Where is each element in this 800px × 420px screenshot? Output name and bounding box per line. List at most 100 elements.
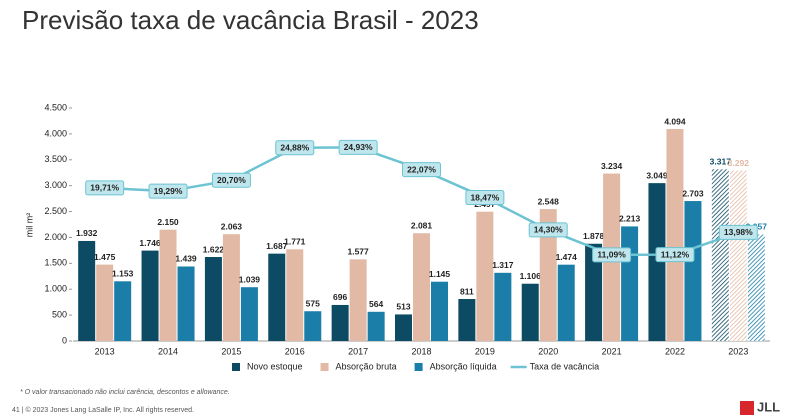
bar [521, 283, 539, 341]
bar-value-label: 1.746 [139, 238, 161, 248]
bar-value-label: 3.234 [601, 161, 623, 171]
line-value-label: 11,09% [597, 250, 626, 260]
bar [78, 240, 96, 341]
y-tick-label: 1.500 [44, 258, 67, 268]
bar-value-label: 575 [306, 298, 320, 308]
chart-title: Previsão taxa de vacância Brasil - 2023 [22, 5, 479, 35]
bar-value-label: 1.932 [76, 228, 98, 238]
bar [159, 229, 177, 341]
bar-value-label: 1.106 [520, 271, 542, 281]
bar-value-label: 1.153 [112, 269, 134, 279]
bar [286, 249, 304, 341]
line-value-label: 22,07% [407, 164, 436, 174]
line-label-box [655, 247, 695, 263]
bar-value-label: 1.474 [556, 252, 578, 262]
x-tick-label: 2021 [602, 346, 622, 356]
footnote: * O valor transacionado não inclui carên… [20, 389, 230, 396]
footer: 41 | © 2023 Jones Lang LaSalle IP, Inc. … [12, 406, 194, 414]
bar [494, 272, 512, 341]
line-label-box [211, 172, 251, 188]
y-tick-label: 3.500 [44, 154, 67, 164]
legend-label: Taxa de vacância [530, 361, 600, 371]
line-label-box [718, 224, 758, 240]
bar-value-label: 1.687 [266, 241, 288, 251]
y-axis-label: mil m² [24, 213, 34, 238]
bar [666, 129, 684, 341]
bar-value-label: 564 [369, 299, 383, 309]
line-label-box [85, 180, 125, 196]
legend-marker [232, 363, 240, 371]
x-tick-label: 2019 [475, 346, 495, 356]
bar-value-label: 1.577 [347, 247, 369, 257]
bar [684, 201, 702, 341]
bar [268, 253, 286, 341]
line-label-box [275, 140, 315, 156]
bar-value-label: 696 [333, 292, 347, 302]
y-tick-label: 2.500 [44, 206, 67, 216]
line-value-label: 20,70% [217, 175, 246, 185]
bar-value-label: 1.145 [429, 269, 451, 279]
bar-value-label: 2.063 [221, 221, 243, 231]
bar [177, 266, 195, 341]
bar-value-label: 2.150 [157, 217, 179, 227]
bar [240, 287, 258, 341]
bar [621, 226, 639, 341]
bar [331, 304, 349, 341]
legend-label: Novo estoque [247, 361, 303, 371]
bar [585, 243, 603, 341]
bar-value-label: 1.878 [583, 231, 605, 241]
bar [711, 169, 729, 341]
logo: JLL [757, 399, 780, 414]
x-tick-label: 2022 [665, 346, 685, 356]
bar-value-label: 3.317 [710, 157, 732, 167]
y-tick-label: 4.500 [44, 102, 67, 112]
bar [114, 281, 132, 341]
x-tick-label: 2017 [348, 346, 368, 356]
x-tick-label: 2018 [411, 346, 431, 356]
y-tick-label: 4.000 [44, 128, 67, 138]
bar-value-label: 2.081 [411, 221, 433, 231]
bar-value-label: 2.213 [619, 214, 641, 224]
bar [304, 311, 322, 341]
y-tick-label: 2.000 [44, 232, 67, 242]
x-tick-label: 2013 [95, 346, 115, 356]
line-value-label: 11,12% [661, 249, 690, 259]
bar-value-label: 811 [460, 286, 474, 296]
bar-value-label: 1.771 [284, 237, 306, 247]
bar [476, 211, 494, 341]
bar [367, 311, 385, 341]
bar [413, 233, 430, 341]
bar-value-label: 1.317 [492, 260, 514, 270]
bar [395, 314, 412, 341]
bar-value-label: 4.094 [664, 116, 686, 126]
bar-value-label: 1.475 [94, 252, 116, 262]
line-value-label: 18,47% [470, 192, 499, 202]
line-value-label: 13,98% [724, 227, 753, 237]
line-label-box [338, 139, 378, 155]
bar-value-label: 1.439 [175, 254, 197, 264]
bar-value-label: 2.703 [682, 188, 704, 198]
bar-value-label: 1.622 [203, 244, 225, 254]
line-label-box [148, 183, 188, 199]
bar-value-label: 3.292 [728, 158, 750, 168]
line-value-label: 24,88% [280, 143, 309, 153]
x-tick-label: 2020 [538, 346, 558, 356]
bar [96, 264, 114, 341]
bar [458, 299, 476, 341]
x-tick-label: 2014 [158, 346, 178, 356]
bar-value-label: 513 [396, 302, 410, 312]
y-tick-label: 3.000 [44, 180, 67, 190]
line-value-label: 19,71% [90, 183, 119, 193]
bar [204, 257, 222, 341]
bar [141, 250, 159, 341]
legend-marker [414, 363, 423, 371]
x-tick-label: 2016 [285, 346, 305, 356]
logo-mark [740, 401, 754, 415]
bar-value-label: 3.049 [646, 170, 668, 180]
line-value-label: 19,29% [154, 186, 183, 196]
legend-label: Absorção bruta [336, 361, 397, 371]
y-tick-label: 500 [52, 309, 67, 319]
line-label-box [402, 162, 441, 178]
